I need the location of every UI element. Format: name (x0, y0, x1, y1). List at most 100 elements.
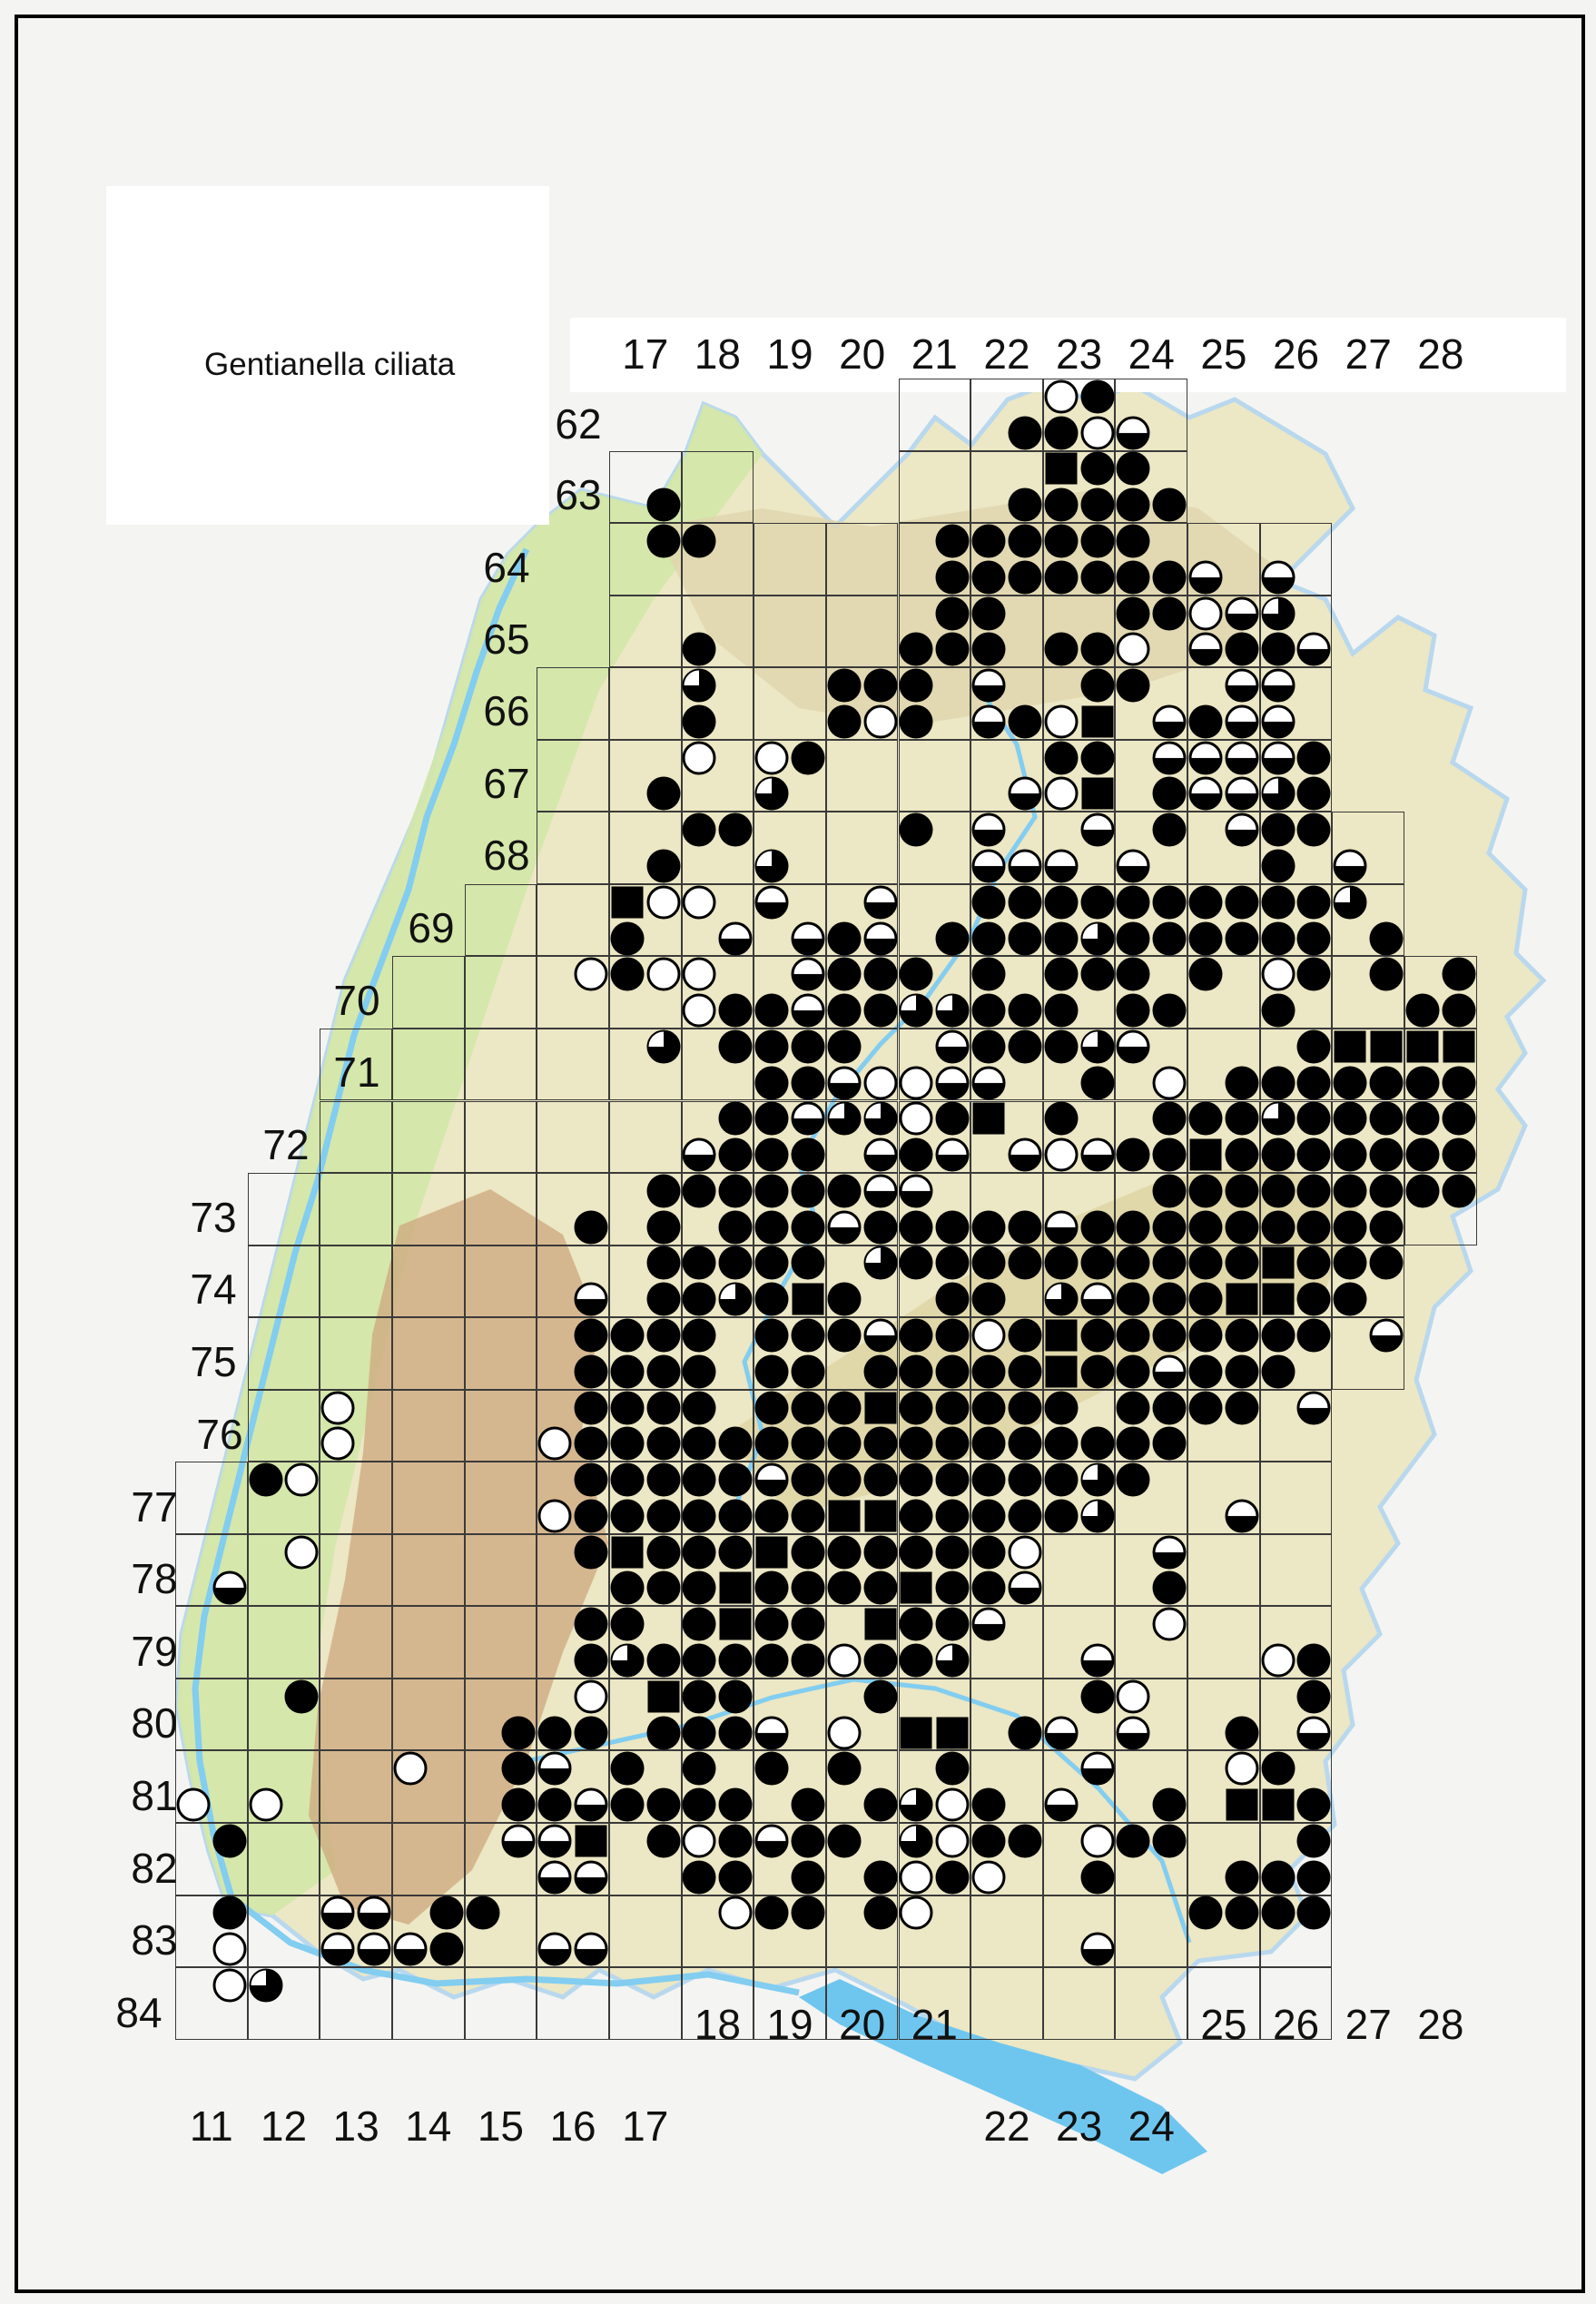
occurrence-symbol-filled-circle (754, 1066, 789, 1100)
occurrence-symbol-filled-circle (1044, 993, 1079, 1028)
occurrence-symbol-filled-circle (1008, 1029, 1042, 1064)
grid-cell (537, 1678, 609, 1751)
occurrence-symbol-filled-circle (1369, 1246, 1404, 1280)
left-axis-label-71: 71 (333, 1049, 380, 1096)
occurrence-symbol-filled-circle (899, 1535, 933, 1570)
map-frame: Gentianella ciliata 17 18 19 20 21 22 23 24 25 26… (15, 15, 1585, 2293)
occurrence-symbol-filled-circle (791, 1535, 825, 1570)
grid-cell (1404, 1100, 1477, 1174)
occurrence-symbol-filled-circle (1152, 812, 1187, 847)
grid-cell (1332, 956, 1405, 1029)
occurrence-symbol-filled-circle (1442, 1137, 1476, 1172)
occurrence-symbol-filled-square (900, 1717, 932, 1749)
occurrence-symbol-filled-circle (1296, 1066, 1331, 1100)
occurrence-symbol-filled-circle (718, 1137, 753, 1172)
occurrence-symbol-half-filled-circle-bottom (863, 1174, 898, 1208)
occurrence-symbol-filled-circle (646, 1318, 681, 1353)
occurrence-symbol-filled-circle (791, 1029, 825, 1064)
grid-cell (320, 1823, 392, 1895)
occurrence-symbol-filled-circle (754, 1895, 789, 1930)
occurrence-symbol-filled-circle (1296, 885, 1331, 920)
occurrence-symbol-filled-circle (971, 1499, 1006, 1533)
occurrence-symbol-half-filled-circle-bottom (1261, 704, 1296, 739)
occurrence-symbol-open-circle (646, 885, 681, 920)
occurrence-symbol-half-filled-circle-bottom (971, 1607, 1006, 1641)
occurrence-symbol-open-circle (1044, 1137, 1079, 1172)
grid-cell (1115, 883, 1188, 957)
occurrence-symbol-filled-circle (971, 1535, 1006, 1570)
occurrence-symbol-open-circle (1152, 1066, 1187, 1100)
occurrence-symbol-filled-circle (1261, 1860, 1296, 1895)
occurrence-symbol-filled-circle (1261, 921, 1296, 956)
occurrence-symbol-filled-circle (827, 1570, 862, 1605)
grid-cell (320, 1750, 392, 1823)
occurrence-symbol-filled-circle (501, 1716, 536, 1750)
left-axis-label-66: 66 (483, 687, 530, 734)
occurrence-symbol-filled-circle (899, 668, 933, 703)
grid-cell (537, 1606, 609, 1679)
occurrence-symbol-filled-circle (574, 1318, 608, 1353)
occurrence-symbol-filled-circle (1044, 1029, 1079, 1064)
grid-cell (247, 1823, 320, 1895)
grid-cell (608, 883, 682, 957)
occurrence-symbol-filled-circle (935, 1860, 970, 1895)
occurrence-symbol-filled-circle (754, 1318, 789, 1353)
left-axis-label-80: 80 (131, 1699, 178, 1747)
occurrence-symbol-filled-circle (1008, 1716, 1042, 1750)
grid-cell (681, 1462, 754, 1534)
grid-cell (681, 1389, 754, 1462)
occurrence-symbol-filled-circle (682, 1391, 716, 1425)
occurrence-symbol-half-filled-circle-bottom (1188, 741, 1223, 775)
bottom-axis-label-12: 12 (260, 2102, 308, 2150)
occurrence-symbol-half-filled-circle-bottom (212, 1570, 247, 1605)
grid-cell (681, 1823, 754, 1895)
grid-cell (1042, 812, 1116, 884)
grid-cell (1259, 1462, 1333, 1534)
grid-cell (391, 1533, 465, 1607)
occurrence-symbol-filled-circle (971, 1462, 1006, 1497)
occurrence-symbol-filled-square (1262, 1283, 1295, 1315)
occurrence-symbol-filled-circle (682, 1716, 716, 1750)
lake-constance (799, 1979, 1207, 2174)
grid-cell (1042, 1028, 1116, 1101)
grid-cell (1259, 812, 1333, 884)
occurrence-symbol-open-circle (1116, 1679, 1150, 1714)
occurrence-symbol-half-filled-circle-bottom (754, 1462, 789, 1497)
occurrence-symbol-open-circle (1225, 1751, 1259, 1786)
occurrence-symbol-filled-circle (1080, 741, 1115, 775)
occurrence-symbol-filled-square (1045, 1319, 1078, 1352)
occurrence-symbol-filled-circle (1080, 632, 1115, 666)
grid-cell (898, 1533, 971, 1607)
grid-cell (1404, 956, 1477, 1029)
occurrence-symbol-filled-circle (646, 1354, 681, 1389)
occurrence-symbol-half-filled-circle-bottom (1296, 1716, 1331, 1750)
grid-cell (320, 1100, 392, 1174)
occurrence-symbol-filled-circle (1044, 885, 1079, 920)
grid-cell (537, 1389, 609, 1462)
occurrence-symbol-filled-circle (1044, 741, 1079, 775)
bottom-axis-label-11: 11 (189, 2102, 233, 2150)
grid-cell (608, 667, 682, 740)
occurrence-symbol-filled-circle (646, 776, 681, 811)
grid-cell (681, 1678, 754, 1751)
grid-cell (681, 1895, 754, 1968)
grid-cell (898, 1462, 971, 1534)
occurrence-symbol-filled-circle (1225, 1895, 1259, 1930)
occurrence-symbol-open-circle (1044, 379, 1079, 414)
occurrence-symbol-filled-circle (1116, 1137, 1150, 1172)
occurrence-symbol-half-filled-circle-bottom (1116, 1716, 1150, 1750)
occurrence-symbol-filled-circle (971, 1570, 1006, 1605)
grid-cell (898, 523, 971, 596)
grid-cell (464, 1533, 537, 1607)
occurrence-symbol-filled-circle (718, 1787, 753, 1822)
grid-cell (1332, 883, 1405, 957)
occurrence-symbol-filled-circle (1008, 560, 1042, 595)
grid-cell (1115, 956, 1188, 1029)
grid-cell (681, 1173, 754, 1246)
occurrence-symbol-filled-circle (935, 1751, 970, 1786)
left-axis-label-83: 83 (131, 1916, 178, 1964)
occurrence-symbol-filled-circle (1369, 1066, 1404, 1100)
occurrence-symbol-filled-circle (1296, 1282, 1331, 1316)
occurrence-symbol-filled-circle (1188, 1318, 1223, 1353)
grid-cell (247, 1678, 320, 1751)
